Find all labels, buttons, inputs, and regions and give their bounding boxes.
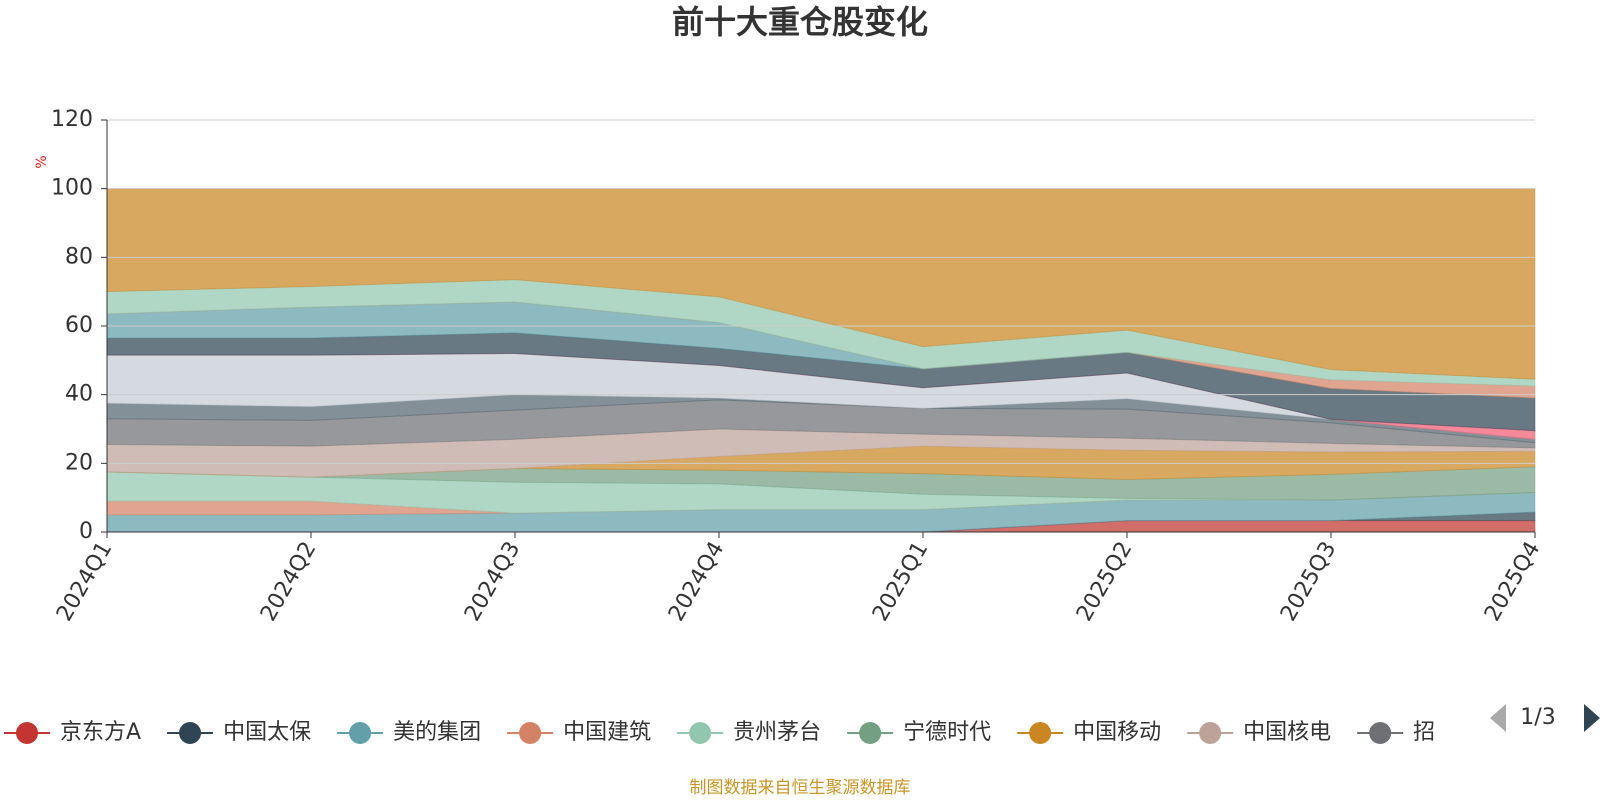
legend-label: 中国移动 xyxy=(1073,720,1161,745)
x-tick-label: 2025Q3 xyxy=(1276,538,1341,626)
y-tick-label: 60 xyxy=(65,313,93,338)
legend-label: 中国太保 xyxy=(223,720,311,745)
y-tick-label: 0 xyxy=(79,519,93,544)
legend-label: 贵州茅台 xyxy=(733,720,821,745)
legend-label: 招 xyxy=(1413,720,1435,745)
x-tick-label: 2024Q2 xyxy=(256,538,321,626)
legend-label: 宁德时代 xyxy=(903,720,991,745)
area xyxy=(106,399,1536,449)
source-note: 制图数据来自恒生聚源数据库 xyxy=(690,778,911,798)
area xyxy=(106,332,1536,432)
legend-marker[interactable] xyxy=(349,722,372,744)
legend-marker[interactable] xyxy=(859,722,882,744)
x-tick-label: 2024Q3 xyxy=(460,538,525,626)
legend-label: 中国核电 xyxy=(1243,720,1331,745)
x-tick-label: 2024Q1 xyxy=(52,538,117,626)
x-tick-label: 2024Q4 xyxy=(664,538,729,626)
area xyxy=(106,301,1536,399)
x-tick-label: 2025Q2 xyxy=(1072,538,1137,626)
legend-marker[interactable] xyxy=(519,722,542,744)
chart-title: 前十大重仓股变化 xyxy=(672,3,928,41)
y-unit: % xyxy=(34,155,50,168)
legend-page: 1/3 xyxy=(1520,705,1555,730)
area xyxy=(106,471,1536,514)
legend-next[interactable] xyxy=(1584,704,1600,732)
legend-label: 美的集团 xyxy=(393,720,481,745)
legend-marker[interactable] xyxy=(1029,722,1052,744)
x-tick-label: 2025Q4 xyxy=(1480,538,1545,626)
area xyxy=(106,394,1536,444)
legend-marker[interactable] xyxy=(1369,722,1392,744)
legend-marker[interactable] xyxy=(16,722,38,744)
y-tick-label: 80 xyxy=(65,244,93,269)
legend-marker[interactable] xyxy=(179,722,202,744)
x-tick-label: 2025Q1 xyxy=(868,538,933,626)
y-tick-label: 100 xyxy=(51,176,93,201)
y-tick-label: 120 xyxy=(51,107,93,132)
legend-marker[interactable] xyxy=(1199,722,1222,744)
y-tick-label: 20 xyxy=(65,450,93,475)
legend-label: 中国建筑 xyxy=(563,720,651,745)
area xyxy=(106,492,1536,516)
legend-marker[interactable] xyxy=(689,722,712,744)
y-tick-label: 40 xyxy=(65,382,93,407)
area xyxy=(106,279,1536,387)
legend-label: 京东方A xyxy=(60,720,141,745)
legend-prev[interactable] xyxy=(1490,704,1506,732)
